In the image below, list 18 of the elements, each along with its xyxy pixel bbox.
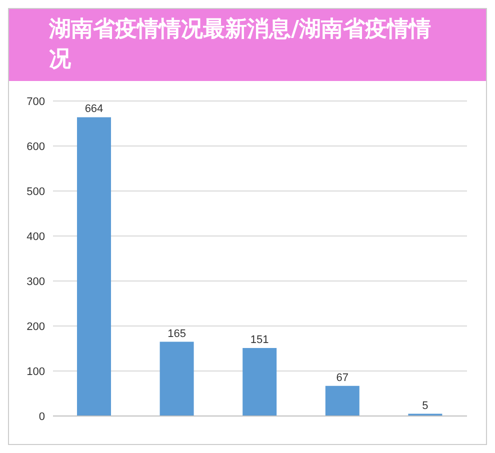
bar [160, 342, 194, 416]
y-tick-label: 100 [26, 366, 45, 378]
y-tick-label: 400 [26, 230, 45, 243]
data-label: 67 [336, 372, 349, 384]
chart-title: 湖南省疫情情况最新消息/湖南省疫情情况 [9, 9, 486, 81]
bar [242, 348, 277, 416]
bar [77, 117, 111, 416]
y-tick-label: 700 [26, 96, 45, 108]
y-tick-label: 0 [38, 410, 45, 423]
data-label: 664 [84, 103, 104, 116]
y-tick-label: 300 [26, 276, 45, 288]
y-tick-label: 600 [26, 140, 45, 153]
y-tick-label: 500 [26, 186, 45, 198]
data-label: 165 [168, 328, 186, 340]
data-label: 5 [422, 400, 428, 412]
bar [325, 386, 360, 416]
y-tick-label: 200 [26, 320, 45, 333]
data-label: 151 [250, 334, 269, 346]
